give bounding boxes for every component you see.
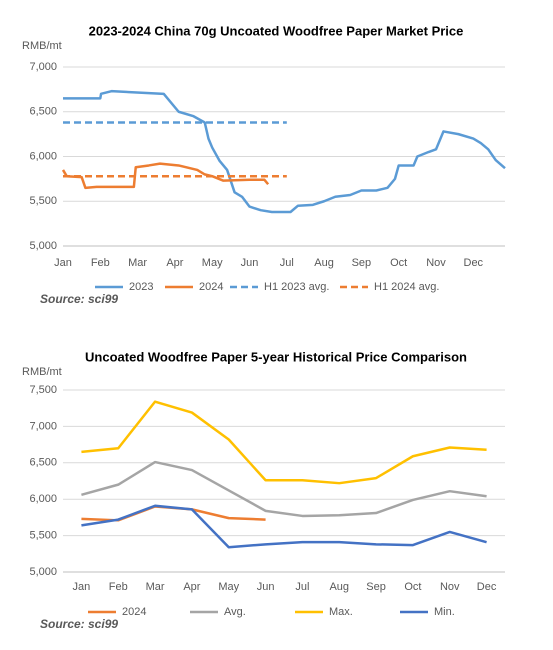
y-tick-label: 7,500 (29, 384, 57, 396)
x-tick-label: Jul (280, 257, 294, 269)
x-tick-label: Oct (404, 581, 421, 593)
legend-label: Min. (434, 606, 455, 618)
legend-label: 2024 (199, 281, 223, 293)
x-tick-label: Feb (91, 257, 110, 269)
x-tick-label: Apr (166, 257, 183, 269)
x-tick-label: Aug (314, 257, 334, 269)
x-tick-label: Jun (241, 257, 259, 269)
x-tick-label: Mar (146, 581, 165, 593)
legend-label: Avg. (224, 606, 246, 618)
y-tick-label: 6,500 (29, 457, 57, 469)
x-tick-label: Jun (257, 581, 275, 593)
x-tick-label: Nov (426, 257, 446, 269)
x-tick-label: Apr (183, 581, 200, 593)
x-tick-label: Aug (329, 581, 349, 593)
chart-title: 2023-2024 China 70g Uncoated Woodfree Pa… (89, 23, 464, 38)
legend-label: Max. (329, 606, 353, 618)
series-line (63, 89, 506, 214)
source: Source: sci99 (40, 617, 118, 631)
y-tick-label: 7,000 (29, 61, 57, 73)
legend-label: H1 2023 avg. (264, 281, 329, 293)
x-tick-label: Sep (366, 581, 386, 593)
y-axis-label: RMB/mt (22, 366, 62, 378)
series-line (81, 504, 487, 549)
x-tick-label: Oct (390, 257, 407, 269)
y-tick-label: 6,500 (29, 106, 57, 118)
x-tick-label: Dec (477, 581, 497, 593)
x-tick-label: Feb (109, 581, 128, 593)
x-tick-label: Sep (352, 257, 372, 269)
x-tick-label: Jan (54, 257, 72, 269)
y-tick-label: 5,000 (29, 240, 57, 252)
x-tick-label: Nov (440, 581, 460, 593)
x-tick-label: May (218, 581, 239, 593)
y-tick-label: 5,500 (29, 195, 57, 207)
y-tick-label: 6,000 (29, 150, 57, 162)
legend-label: 2024 (122, 606, 146, 618)
chart-title: Uncoated Woodfree Paper 5-year Historica… (85, 349, 467, 364)
y-tick-label: 7,000 (29, 420, 57, 432)
x-tick-label: May (202, 257, 223, 269)
series-line (61, 162, 270, 190)
x-tick-label: Jul (295, 581, 309, 593)
source: Source: sci99 (40, 292, 118, 306)
series-line (81, 460, 487, 518)
y-tick-label: 5,000 (29, 566, 57, 578)
y-tick-label: 5,500 (29, 530, 57, 542)
legend-label: 2023 (129, 281, 153, 293)
y-tick-label: 6,000 (29, 493, 57, 505)
series-line (81, 400, 487, 485)
x-tick-label: Dec (464, 257, 484, 269)
x-tick-label: Mar (128, 257, 147, 269)
legend-label: H1 2024 avg. (374, 281, 439, 293)
x-tick-label: Jan (73, 581, 91, 593)
y-axis-label: RMB/mt (22, 40, 62, 52)
